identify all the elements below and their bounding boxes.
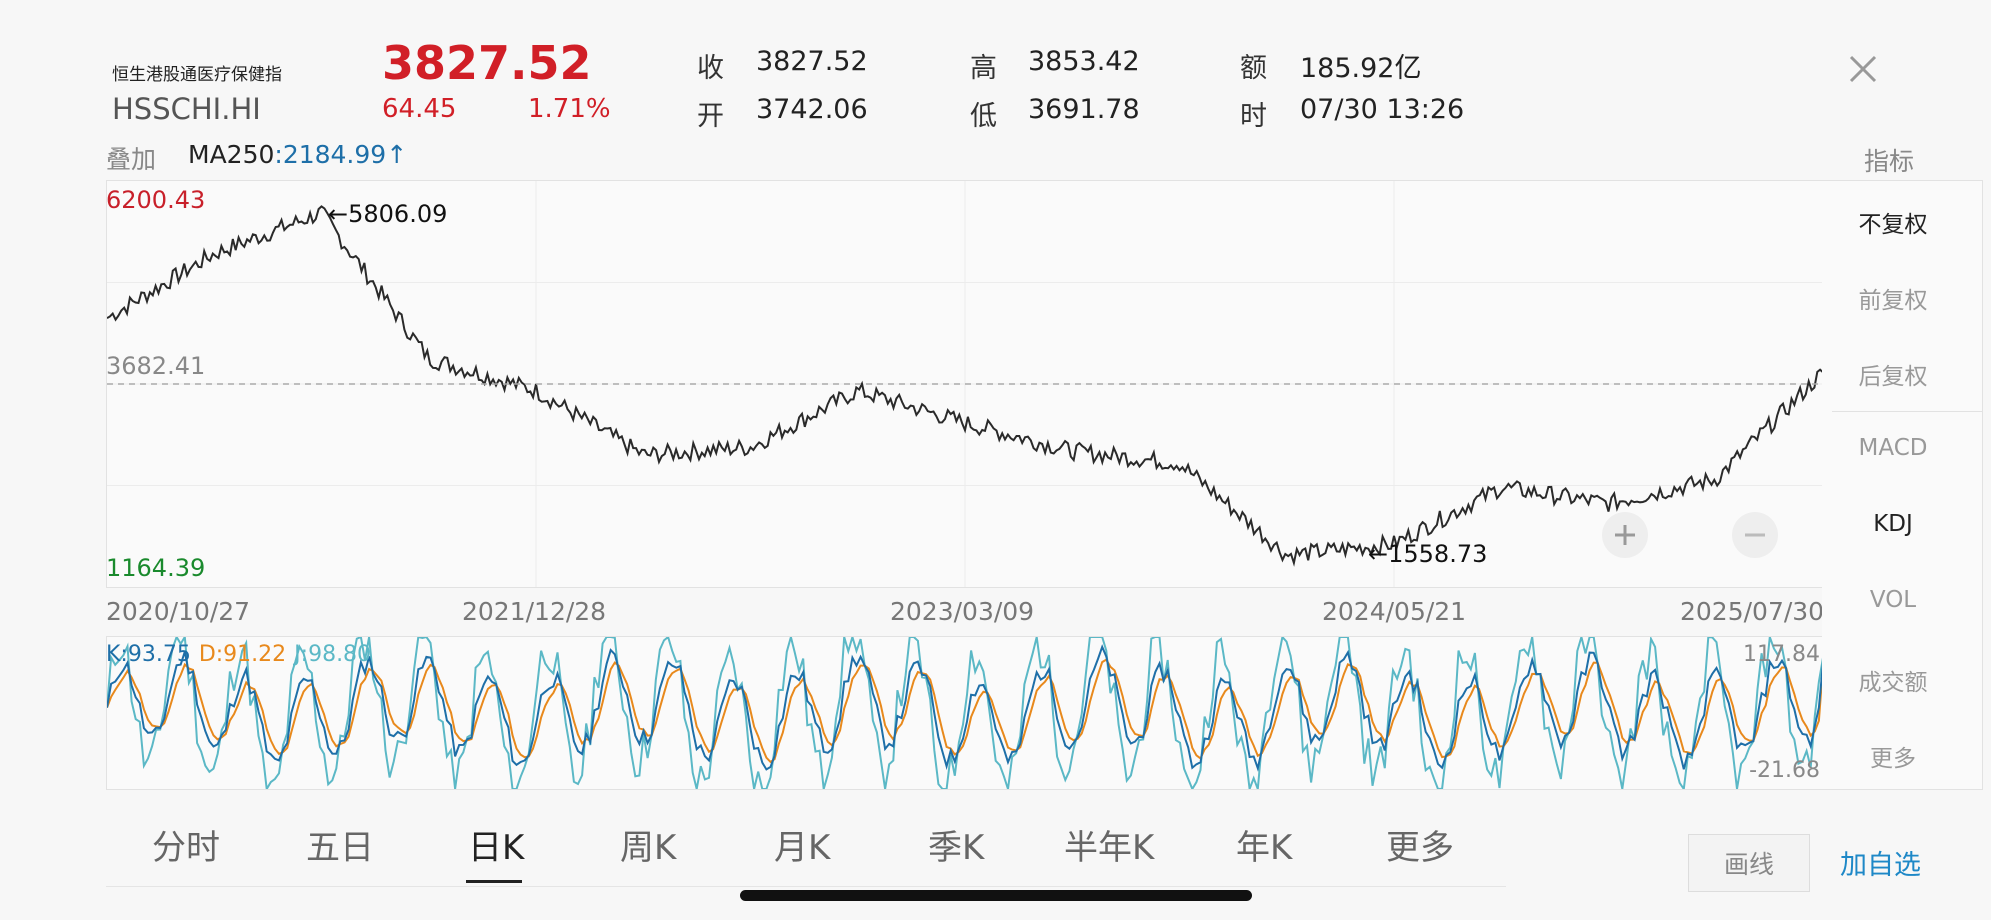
- divider: [1832, 411, 1982, 412]
- kdj-d-value: D:91.22: [198, 642, 287, 667]
- tab-daily-k[interactable]: 日K: [468, 828, 525, 868]
- option-forward-adjust[interactable]: 前复权: [1858, 288, 1928, 314]
- tab-more[interactable]: 更多: [1386, 828, 1454, 868]
- amount-label: 额: [1240, 53, 1267, 84]
- chart-min-label: 1164.39: [106, 554, 206, 582]
- open-value: 3742.06: [756, 94, 868, 125]
- option-vol[interactable]: VOL: [1869, 587, 1917, 613]
- last-price: 3827.52: [382, 36, 592, 90]
- index-code: HSSCHI.HI: [112, 92, 261, 126]
- option-backward-adjust[interactable]: 后复权: [1858, 364, 1928, 390]
- kdj-chart-svg: [106, 633, 1824, 793]
- kdj-max-label: 117.84: [1743, 642, 1820, 667]
- tab-five-day[interactable]: 五日: [306, 828, 374, 868]
- price-line: [106, 205, 1824, 567]
- kdj-k-value: K:93.75: [106, 642, 191, 667]
- high-annotation: ←5806.09: [328, 200, 448, 228]
- right-panel: 不复权 前复权 后复权 MACD KDJ VOL 成交额 更多: [1822, 180, 1983, 790]
- date-label-0: 2020/10/27: [106, 597, 251, 626]
- close-label: 收: [697, 53, 724, 84]
- index-name: 恒生港股通医疗保健指: [112, 65, 282, 85]
- time-value: 07/30 13:26: [1300, 94, 1465, 125]
- low-value: 3691.78: [1028, 94, 1140, 125]
- high-label: 高: [970, 53, 997, 84]
- kdj-min-label: -21.68: [1749, 758, 1820, 783]
- amount-value: 185.92亿: [1300, 53, 1422, 84]
- tab-intraday[interactable]: 分时: [152, 828, 220, 868]
- zoom-in-icon: [1615, 525, 1635, 545]
- option-more[interactable]: 更多: [1870, 746, 1916, 772]
- low-annotation: ←1558.73: [1368, 540, 1488, 568]
- close-value: 3827.52: [756, 46, 868, 77]
- option-kdj[interactable]: KDJ: [1873, 511, 1913, 537]
- date-label-3: 2024/05/21: [1322, 597, 1467, 626]
- price-chart-svg: [106, 181, 1824, 587]
- ma-label: MA250: [188, 140, 275, 169]
- period-tabs: 分时 五日 日K 周K 月K 季K 半年K 年K 更多: [106, 820, 1506, 890]
- price-change-pct: 1.71%: [528, 94, 611, 124]
- ma-value: :2184.99: [274, 140, 387, 169]
- draw-line-button[interactable]: 画线: [1688, 834, 1810, 892]
- low-label: 低: [970, 101, 997, 132]
- tab-quarterly-k[interactable]: 季K: [928, 828, 985, 868]
- tab-monthly-k[interactable]: 月K: [774, 828, 831, 868]
- tab-yearly-k[interactable]: 年K: [1236, 828, 1293, 868]
- option-turnover[interactable]: 成交额: [1858, 670, 1928, 696]
- high-value: 3853.42: [1028, 46, 1140, 77]
- add-favorite-button[interactable]: 加自选: [1840, 850, 1921, 881]
- active-tab-indicator: [466, 880, 522, 883]
- close-button[interactable]: [1838, 44, 1888, 94]
- time-label: 时: [1240, 101, 1267, 132]
- kdj-j-value: J:98.80: [294, 642, 372, 667]
- chart-ref-label: 3682.41: [106, 352, 206, 380]
- date-label-4: 2025/07/30: [1680, 597, 1825, 626]
- home-indicator: [740, 890, 1252, 901]
- zoom-out-button[interactable]: [1732, 512, 1778, 558]
- tab-halfyear-k[interactable]: 半年K: [1064, 828, 1155, 868]
- ma250-indicator: MA250:2184.99↑: [188, 140, 407, 169]
- kdj-chart[interactable]: [106, 633, 1824, 793]
- close-icon: [1849, 55, 1877, 83]
- tab-divider: [106, 886, 1506, 887]
- kdj-values: K:93.75 D:91.22 J:98.80: [106, 642, 371, 667]
- zoom-in-button[interactable]: [1602, 512, 1648, 558]
- overlay-button[interactable]: 叠加: [106, 145, 157, 174]
- chart-max-label: 6200.43: [106, 186, 206, 214]
- kdj-k-line: [106, 644, 1824, 772]
- price-chart[interactable]: [106, 180, 1824, 588]
- indicator-header[interactable]: 指标: [1864, 147, 1915, 176]
- option-macd[interactable]: MACD: [1858, 435, 1928, 461]
- date-label-1: 2021/12/28: [462, 597, 607, 626]
- price-change: 64.45: [382, 94, 457, 124]
- open-label: 开: [697, 101, 724, 132]
- date-label-2: 2023/03/09: [890, 597, 1035, 626]
- zoom-out-icon: [1745, 533, 1765, 537]
- tab-weekly-k[interactable]: 周K: [620, 828, 677, 868]
- option-no-adjust[interactable]: 不复权: [1858, 212, 1928, 238]
- ma-arrow-icon: ↑: [386, 140, 408, 169]
